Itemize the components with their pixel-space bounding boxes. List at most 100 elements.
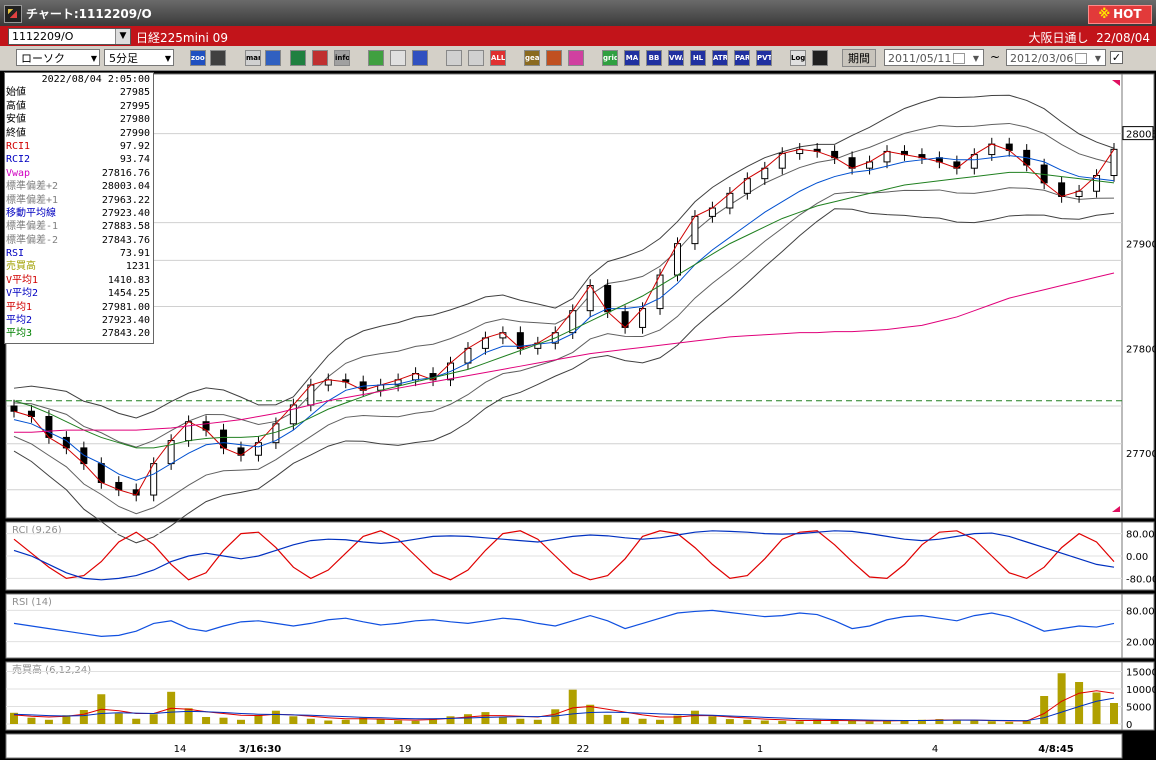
pane-2-plot[interactable]	[5, 593, 1123, 659]
volume-bar	[743, 719, 752, 724]
volume-bar	[394, 720, 403, 724]
gear-icon: gear	[525, 54, 540, 62]
date-to-field[interactable]: 2012/03/06 ▼	[1006, 49, 1106, 66]
volume-bar	[411, 720, 420, 724]
volume-bar	[708, 716, 717, 724]
box-left-button[interactable]	[446, 50, 462, 66]
hl-button[interactable]: HL	[690, 50, 706, 66]
volume-bar	[1040, 696, 1049, 724]
hot-button[interactable]: ※ HOT	[1088, 5, 1152, 24]
date-from-field[interactable]: 2011/05/11 ▼	[884, 49, 984, 66]
axis-tick-label: 0	[1126, 720, 1132, 731]
bb-button[interactable]: BB	[646, 50, 662, 66]
data-row-label: 標準偏差-1	[6, 221, 59, 233]
hl-icon: HL	[692, 54, 704, 62]
data-row-label: RCI2	[6, 154, 31, 166]
gear-button[interactable]: gear	[524, 50, 540, 66]
bollinger-band-line	[13, 94, 1115, 419]
data-row: 安値 27980	[5, 113, 153, 126]
scale-button[interactable]	[210, 50, 226, 66]
pane-expand-icon[interactable]	[1112, 506, 1120, 512]
atr-button[interactable]: ATR	[712, 50, 728, 66]
app-icon	[4, 5, 22, 23]
wrench-button[interactable]	[546, 50, 562, 66]
chart-type-select[interactable]: ローソク ▼	[16, 49, 100, 66]
volume-bar	[900, 720, 909, 724]
volume-bar	[935, 719, 944, 724]
window-titlebar: チャート:1112209/O ※ HOT	[0, 0, 1156, 26]
data-row-value: 1231	[125, 261, 150, 273]
period-checkbox[interactable]: ✓	[1110, 51, 1123, 64]
axis-tick-label: 10000	[1126, 685, 1156, 696]
mark-button[interactable]: mark	[245, 50, 261, 66]
palette-button[interactable]	[568, 50, 584, 66]
chevron-down-icon[interactable]: ▼	[115, 29, 130, 44]
vwap-button[interactable]: VWAP	[668, 50, 684, 66]
period-button[interactable]: 期間	[842, 49, 876, 67]
all-button[interactable]: ALL	[490, 50, 506, 66]
pvt-button[interactable]: PVT	[756, 50, 772, 66]
chevron-down-icon[interactable]: ▼	[1094, 54, 1101, 63]
data-row-label: 平均1	[6, 301, 33, 313]
date-range-separator: ~	[990, 50, 1001, 64]
par-button[interactable]: PAR	[734, 50, 750, 66]
volume-bar	[568, 689, 577, 724]
ma-button[interactable]: MA	[624, 50, 640, 66]
chart-type-value: ローソク	[21, 52, 65, 65]
indicator-line-RCI1	[13, 530, 1115, 581]
data-row-label: 平均2	[6, 315, 33, 327]
volume-bar	[987, 721, 996, 724]
symbol-code-select[interactable]: 1112209/O ▼	[8, 28, 131, 45]
volume-bar	[621, 717, 630, 724]
volume-bar	[202, 717, 211, 724]
data-row-label: 安値	[6, 114, 26, 126]
volume-bar	[795, 721, 804, 724]
log-button[interactable]: Log	[790, 50, 806, 66]
volume-bar	[586, 704, 595, 724]
volume-bar	[778, 720, 787, 724]
pane-collapse-icon[interactable]	[1112, 80, 1120, 86]
grid-button[interactable]: grid	[602, 50, 618, 66]
data-row: 標準偏差+2 28003.04	[5, 180, 153, 193]
volume-bar	[114, 713, 123, 724]
chevron-down-icon[interactable]: ▼	[972, 54, 979, 63]
time-tick-label: 14	[174, 744, 187, 755]
volume-bar	[62, 715, 71, 724]
pencil-button[interactable]	[368, 50, 384, 66]
volume-bar	[952, 719, 961, 724]
box-right-button[interactable]	[468, 50, 484, 66]
window-button[interactable]	[812, 50, 828, 66]
data-row: RCI1 97.92	[5, 140, 153, 153]
calendar-icon[interactable]	[1075, 53, 1087, 64]
data-row: 高値 27995	[5, 100, 153, 113]
symbol-name: 日経225mini 09	[136, 31, 228, 45]
plus-minus-button[interactable]	[312, 50, 328, 66]
volume-bar	[132, 718, 141, 724]
data-row-value: 73.91	[119, 248, 150, 260]
volume-bar	[848, 720, 857, 724]
quote-date: 22/08/04	[1096, 31, 1150, 45]
all-icon: ALL	[491, 54, 506, 62]
volume-bar	[498, 717, 507, 724]
indicator-line-RSI	[13, 609, 1115, 638]
candle-body[interactable]	[10, 405, 18, 412]
pane-0-axis	[1121, 73, 1155, 519]
volume-bar	[79, 710, 88, 724]
grid-icon: grid	[603, 54, 618, 62]
volume-bar	[254, 714, 263, 724]
calendar-icon[interactable]	[953, 53, 965, 64]
time-tick-label: 3/16:30	[239, 744, 281, 755]
table-button[interactable]	[290, 50, 306, 66]
price-tick-label: 28005	[1126, 130, 1156, 141]
arrow-button[interactable]	[412, 50, 428, 66]
data-row: RCI2 93.74	[5, 153, 153, 166]
quote-button[interactable]	[265, 50, 281, 66]
cursor-button[interactable]	[390, 50, 406, 66]
data-row-value: 27923.40	[101, 207, 150, 219]
price-tick-label: 27800	[1126, 344, 1156, 355]
interval-select[interactable]: 5分足 ▼	[104, 49, 174, 66]
series-line-close	[13, 143, 1115, 496]
info-button[interactable]: info	[334, 50, 350, 66]
